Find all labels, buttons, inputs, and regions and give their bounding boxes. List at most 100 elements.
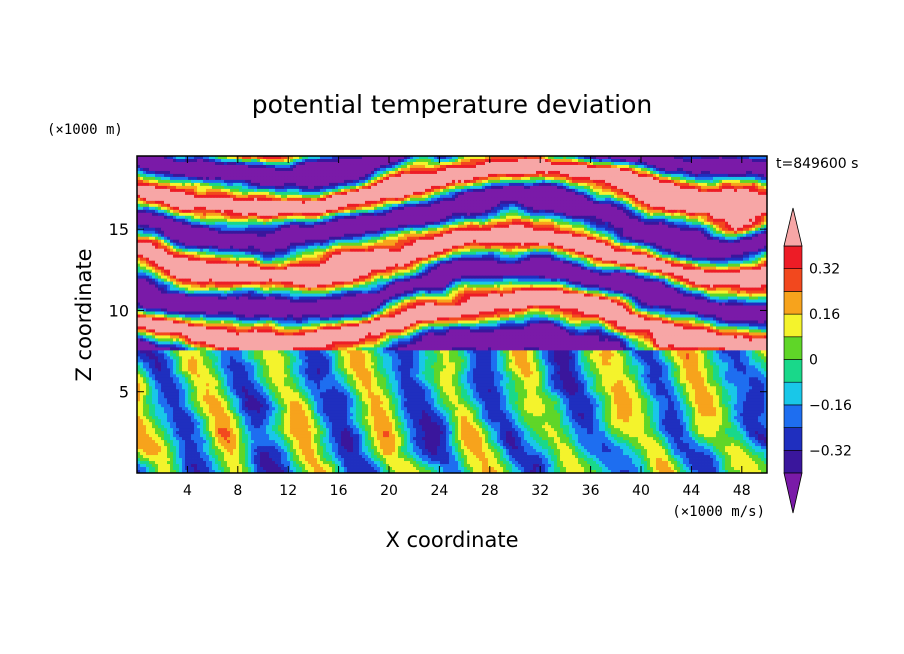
field-cell <box>545 170 549 175</box>
field-cell <box>287 176 291 181</box>
field-cell <box>275 221 279 226</box>
field-cell <box>608 221 612 226</box>
field-cell <box>167 176 171 181</box>
field-cell <box>485 188 489 193</box>
field-cell <box>380 194 384 199</box>
field-cell <box>464 221 468 226</box>
field-cell <box>650 218 654 223</box>
field-cell <box>503 209 507 214</box>
field-cell <box>740 164 744 169</box>
field-cell <box>296 212 300 217</box>
field-cell <box>302 173 306 178</box>
field-cell <box>299 218 303 223</box>
field-cell <box>572 221 576 226</box>
field-cell <box>560 212 564 217</box>
field-cell <box>206 188 210 193</box>
field-cell <box>449 224 453 229</box>
field-cell <box>206 185 210 190</box>
field-cell <box>299 173 303 178</box>
field-cell <box>179 158 183 163</box>
field-cell <box>140 194 144 199</box>
field-cell <box>206 170 210 175</box>
field-cell <box>260 158 264 163</box>
field-cell <box>287 179 291 184</box>
field-cell <box>167 218 171 223</box>
field-cell <box>224 215 228 220</box>
field-cell <box>263 209 267 214</box>
field-cell <box>698 188 702 193</box>
field-cell <box>584 179 588 184</box>
field-cell <box>254 179 258 184</box>
field-cell <box>572 215 576 220</box>
field-cell <box>386 212 390 217</box>
field-cell <box>410 215 414 220</box>
field-cell <box>521 176 525 181</box>
field-cell <box>608 167 612 172</box>
field-cell <box>473 194 477 199</box>
field-cell <box>365 218 369 223</box>
field-cell <box>689 158 693 163</box>
field-cell <box>656 188 660 193</box>
field-cell <box>551 197 555 202</box>
field-cell <box>671 206 675 211</box>
field-cell <box>686 200 690 205</box>
field-cell <box>362 173 366 178</box>
field-cell <box>275 179 279 184</box>
field-cell <box>269 188 273 193</box>
field-cell <box>476 200 480 205</box>
field-cell <box>428 206 432 211</box>
field-cell <box>197 224 201 229</box>
field-cell <box>710 164 714 169</box>
field-cell <box>500 209 504 214</box>
field-cell <box>758 167 762 172</box>
field-cell <box>155 185 159 190</box>
field-cell <box>422 188 426 193</box>
field-cell <box>320 212 324 217</box>
field-cell <box>386 194 390 199</box>
field-cell <box>461 209 465 214</box>
field-cell <box>500 182 504 187</box>
field-cell <box>557 185 561 190</box>
field-cell <box>530 191 534 196</box>
field-cell <box>491 158 495 163</box>
field-cell <box>605 224 609 229</box>
field-cell <box>464 191 468 196</box>
field-cell <box>323 209 327 214</box>
field-cell <box>524 215 528 220</box>
field-cell <box>407 221 411 226</box>
field-cell <box>611 212 615 217</box>
field-cell <box>197 188 201 193</box>
field-cell <box>755 156 759 160</box>
field-cell <box>668 156 672 160</box>
field-cell <box>428 218 432 223</box>
field-cell <box>137 209 141 214</box>
field-cell <box>173 194 177 199</box>
field-cell <box>332 200 336 205</box>
field-cell <box>707 161 711 166</box>
field-cell <box>608 203 612 208</box>
field-cell <box>662 173 666 178</box>
field-cell <box>626 206 630 211</box>
field-cell <box>236 170 240 175</box>
field-cell <box>683 194 687 199</box>
field-cell <box>605 185 609 190</box>
field-cell <box>545 209 549 214</box>
field-cell <box>377 194 381 199</box>
field-cell <box>155 221 159 226</box>
field-cell <box>752 221 756 226</box>
field-cell <box>746 179 750 184</box>
field-cell <box>332 188 336 193</box>
field-cell <box>353 206 357 211</box>
field-cell <box>338 156 342 160</box>
field-cell <box>725 158 729 163</box>
field-cell <box>215 167 219 172</box>
field-cell <box>251 188 255 193</box>
field-cell <box>557 191 561 196</box>
field-cell <box>635 173 639 178</box>
field-cell <box>539 176 543 181</box>
field-cell <box>458 164 462 169</box>
field-cell <box>392 167 396 172</box>
field-cell <box>521 182 525 187</box>
field-cell <box>152 185 156 190</box>
field-cell <box>458 176 462 181</box>
